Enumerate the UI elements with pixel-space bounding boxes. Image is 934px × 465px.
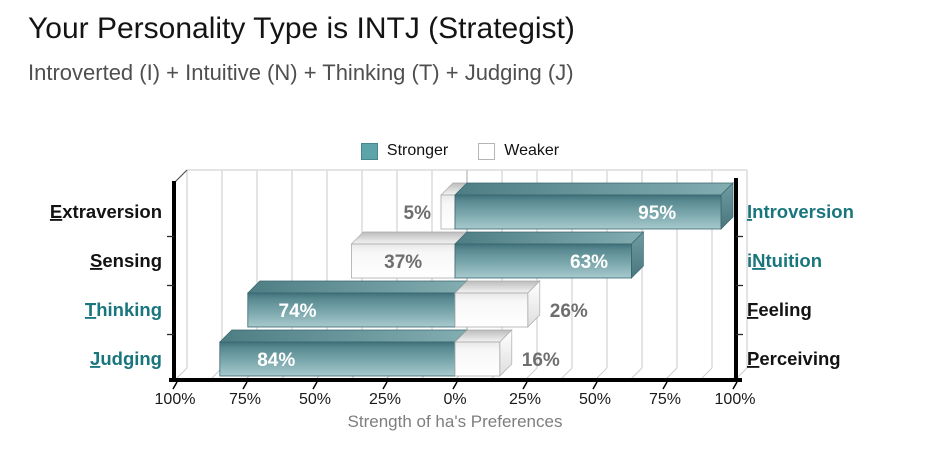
stronger-swatch-icon bbox=[360, 142, 378, 160]
x-tick-label: 25% bbox=[509, 391, 541, 408]
x-axis-tick bbox=[732, 381, 738, 390]
x-tick-label: 100% bbox=[155, 391, 196, 408]
bar-value-label: 74% bbox=[279, 301, 317, 322]
legend-item-weaker: Weaker bbox=[478, 142, 559, 160]
bar-value-label: 95% bbox=[638, 203, 676, 224]
x-tick-label: 50% bbox=[299, 391, 331, 408]
bar-value-label: 37% bbox=[384, 252, 422, 273]
bar-thinking-stronger-top-face bbox=[246, 280, 468, 294]
x-axis-tick bbox=[662, 381, 668, 390]
x-tick-label: 0% bbox=[443, 391, 466, 408]
x-axis-tick bbox=[592, 381, 598, 390]
row-label-left-sensing: Sensing bbox=[90, 250, 162, 271]
legend-stronger-label: Stronger bbox=[386, 142, 449, 159]
legend-item-stronger: Stronger bbox=[360, 142, 449, 160]
row-label-right-perceiving: Perceiving bbox=[747, 348, 841, 369]
row-label-right-intuition: iNtuition bbox=[747, 250, 822, 271]
bar-judging-stronger-front-face bbox=[219, 341, 456, 377]
x-axis-tick bbox=[382, 381, 388, 390]
row-label-left-judging: Judging bbox=[90, 348, 162, 369]
bar-value-label: 63% bbox=[570, 252, 608, 273]
axis-layer: 100% 75% 50% 25% 0% 25% 50% 75% 100% Strength of … bbox=[155, 169, 756, 431]
bar-introversion-stronger-front-face bbox=[454, 194, 722, 230]
page-title: Your Personality Type is INTJ (Strategis… bbox=[28, 12, 575, 45]
bar-feeling-weaker-front-face bbox=[454, 292, 529, 328]
bar-layer: 5% 95% 37% 63% 74% 26% 84% 16% bbox=[218, 182, 734, 377]
x-tick-label: 50% bbox=[579, 391, 611, 408]
x-tick-label: 75% bbox=[229, 391, 261, 408]
legend-weaker-label: Weaker bbox=[504, 142, 560, 159]
chart-legend: Stronger Weaker bbox=[0, 142, 920, 160]
weaker-swatch-icon bbox=[478, 142, 496, 160]
bar-thinking-stronger-front-face bbox=[247, 292, 456, 328]
x-tick-label: 75% bbox=[649, 391, 681, 408]
row-label-left-extraversion: Extraversion bbox=[50, 201, 162, 222]
bar-row-4: 84% 16% bbox=[218, 329, 560, 377]
bar-sensing-weaker-front-face bbox=[350, 243, 456, 279]
x-tick-label: 25% bbox=[369, 391, 401, 408]
bar-sensing-weaker-top-face bbox=[350, 231, 468, 245]
bar-intuition-stronger-front-face bbox=[454, 243, 632, 279]
preference-chart: 5% 95% 37% 63% 74% 26% 84% 16% 100% 75% 50% 25% 0% 2… bbox=[50, 169, 854, 431]
x-axis-tick bbox=[452, 381, 458, 390]
x-axis-tick bbox=[522, 381, 528, 390]
perspective-edge bbox=[174, 169, 188, 183]
bar-value-label: 16% bbox=[522, 350, 560, 371]
row-label-left-thinking: Thinking bbox=[85, 299, 162, 320]
bar-row-1: 5% 95% bbox=[404, 182, 734, 230]
bar-intuition-stronger-top-face bbox=[454, 231, 645, 245]
bar-perceiving-weaker-front-face bbox=[454, 341, 501, 377]
bar-row-3: 74% 26% bbox=[246, 280, 588, 328]
bar-value-label: 84% bbox=[257, 350, 295, 371]
bar-extraversion-weaker-front-face bbox=[440, 194, 456, 230]
x-tick-label: 100% bbox=[715, 391, 756, 408]
x-axis-tick bbox=[242, 381, 248, 390]
row-label-right-feeling: Feeling bbox=[747, 299, 812, 320]
x-axis-tick bbox=[312, 381, 318, 390]
bar-introversion-stronger-top-face bbox=[454, 182, 734, 196]
x-axis-title: Strength of ha's Preferences bbox=[348, 412, 563, 431]
page-subtitle: Introverted (I) + Intuitive (N) + Thinki… bbox=[28, 60, 574, 85]
bar-row-2: 37% 63% bbox=[350, 231, 645, 279]
x-axis-tick bbox=[172, 381, 178, 390]
bar-feeling-weaker-top-face bbox=[454, 280, 541, 294]
bar-judging-stronger-top-face bbox=[218, 329, 468, 343]
bar-value-label: 5% bbox=[404, 203, 432, 224]
row-label-right-introversion: Introversion bbox=[747, 201, 854, 222]
label-layer: Extraversion Introversion Sensing iNtuition… bbox=[50, 201, 854, 369]
bar-value-label: 26% bbox=[550, 301, 588, 322]
